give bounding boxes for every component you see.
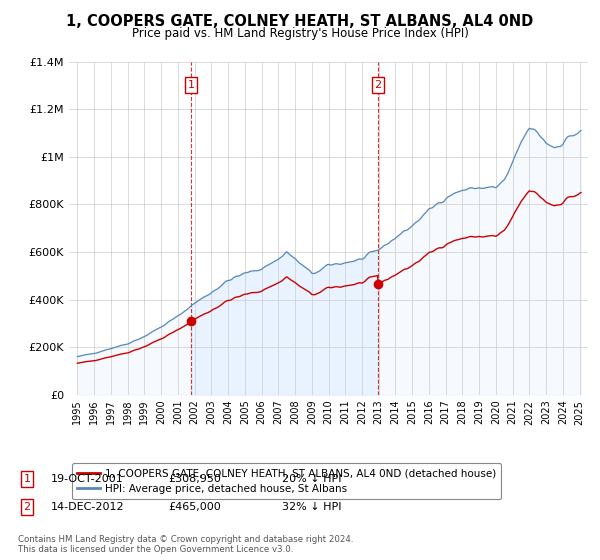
Text: £308,950: £308,950 [168, 474, 221, 484]
Text: 32% ↓ HPI: 32% ↓ HPI [282, 502, 341, 512]
Text: 1: 1 [188, 80, 195, 90]
Text: £465,000: £465,000 [168, 502, 221, 512]
Text: 2: 2 [23, 502, 31, 512]
Text: 1, COOPERS GATE, COLNEY HEATH, ST ALBANS, AL4 0ND: 1, COOPERS GATE, COLNEY HEATH, ST ALBANS… [67, 14, 533, 29]
Text: Price paid vs. HM Land Registry's House Price Index (HPI): Price paid vs. HM Land Registry's House … [131, 27, 469, 40]
Text: 1: 1 [23, 474, 31, 484]
Text: 14-DEC-2012: 14-DEC-2012 [51, 502, 125, 512]
Text: 20% ↓ HPI: 20% ↓ HPI [282, 474, 341, 484]
Text: Contains HM Land Registry data © Crown copyright and database right 2024.
This d: Contains HM Land Registry data © Crown c… [18, 535, 353, 554]
Legend: 1, COOPERS GATE, COLNEY HEATH, ST ALBANS, AL4 0ND (detached house), HPI: Average: 1, COOPERS GATE, COLNEY HEATH, ST ALBANS… [71, 463, 502, 499]
Text: 19-OCT-2001: 19-OCT-2001 [51, 474, 124, 484]
Text: 2: 2 [374, 80, 382, 90]
